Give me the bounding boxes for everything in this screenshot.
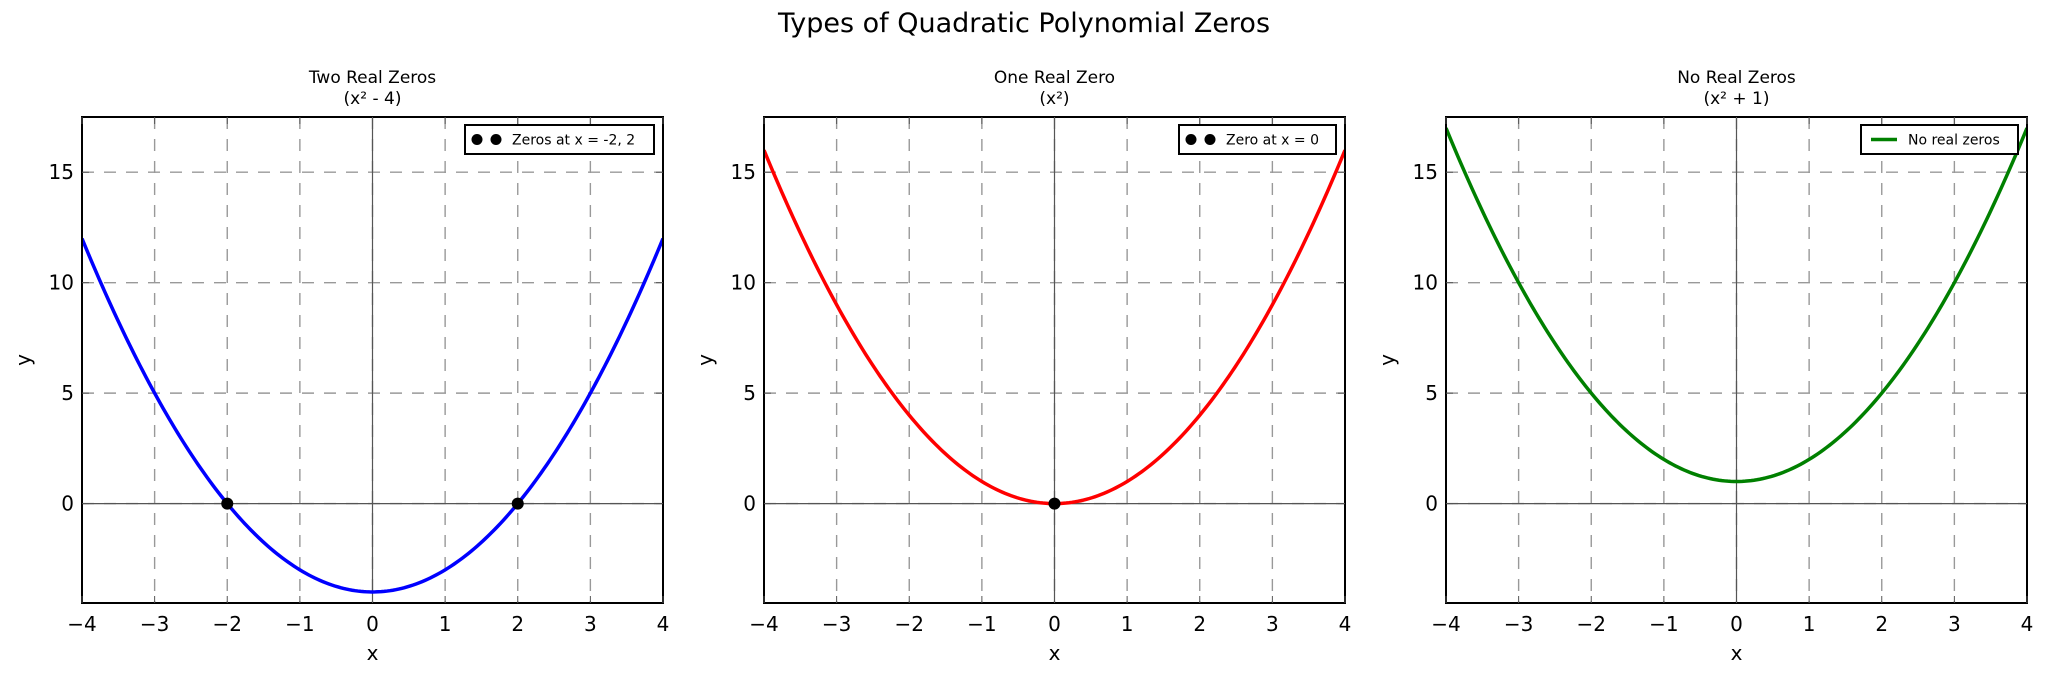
x-tick-label: 2: [511, 612, 524, 636]
x-tick-label: 4: [1339, 612, 1352, 636]
x-tick-label: 1: [439, 612, 452, 636]
x-tick-label: −4: [749, 612, 778, 636]
y-axis-ticks: 0 5 10 15: [1413, 160, 2027, 516]
y-axis-label: y: [1375, 354, 1399, 366]
x-tick-label: −4: [1431, 612, 1460, 636]
x-tick-label: −3: [822, 612, 851, 636]
x-tick-label: −1: [285, 612, 314, 636]
x-axis-ticks: −4 −3 −2 −1 0 1 2 3 4: [67, 117, 669, 636]
x-tick-label: −2: [895, 612, 924, 636]
subplot-3: −4 −3 −2 −1 0 1 2 3 4 0 5 10 15 x y No real zeros: [1375, 116, 2033, 665]
x-tick-label: 4: [2021, 612, 2034, 636]
subplot-2-title: One Real Zero: [993, 68, 1116, 88]
y-axis-label: y: [693, 354, 717, 366]
subplot-3-title-block: No Real Zeros (x² + 1): [1446, 68, 2027, 110]
x-tick-label: −2: [213, 612, 242, 636]
x-tick-label: 3: [1266, 612, 1279, 636]
y-tick-label: 15: [731, 160, 756, 184]
y-axis-ticks: 0 5 10 15: [731, 160, 1345, 516]
legend: Zeros at x = -2, 2: [464, 124, 655, 155]
legend-label: Zero at x = 0: [1226, 133, 1319, 149]
x-tick-label: −1: [967, 612, 996, 636]
x-tick-label: 1: [1803, 612, 1816, 636]
x-tick-label: 2: [1193, 612, 1206, 636]
x-tick-label: 1: [1121, 612, 1134, 636]
x-tick-label: 3: [1948, 612, 1961, 636]
y-tick-label: 0: [1425, 492, 1438, 516]
y-tick-label: 10: [1413, 271, 1438, 295]
y-axis-ticks: 0 5 10 15: [49, 160, 663, 516]
subplot-3-subtitle: (x² + 1): [1703, 89, 1770, 109]
x-axis-label: x: [1049, 641, 1061, 665]
y-axis-label: y: [11, 354, 35, 366]
legend: Zero at x = 0: [1178, 124, 1337, 155]
x-axis-ticks: −4 −3 −2 −1 0 1 2 3 4: [1431, 117, 2033, 636]
x-tick-label: 0: [1730, 612, 1743, 636]
curve-line: [82, 237, 663, 594]
legend-dot-icon: [490, 134, 502, 145]
zero-point-marker: [511, 497, 524, 510]
legend-label: Zeros at x = -2, 2: [512, 133, 635, 149]
y-tick-label: 0: [61, 492, 74, 516]
subplot-3-title: No Real Zeros: [1677, 68, 1796, 88]
x-tick-label: 3: [584, 612, 597, 636]
y-tick-label: 5: [61, 381, 74, 405]
figure-title: Types of Quadratic Polynomial Zeros: [777, 8, 1271, 39]
y-tick-label: 5: [743, 381, 756, 405]
zero-point-marker: [1048, 497, 1061, 510]
legend: No real zeros: [1860, 124, 2019, 155]
legend-dot-icon: [1204, 134, 1216, 145]
x-tick-label: −1: [1649, 612, 1678, 636]
legend-dot-icon: [471, 134, 483, 145]
legend-dot-icon: [1185, 134, 1197, 145]
x-tick-label: −3: [140, 612, 169, 636]
subplot-2-title-block: One Real Zero (x²): [764, 68, 1345, 110]
subplot-1: −4 −3 −2 −1 0 1 2 3 4 0 5 10 15 x y Zeros at x = -2, 2: [11, 116, 669, 665]
y-tick-label: 15: [1413, 160, 1438, 184]
x-tick-label: −3: [1504, 612, 1533, 636]
y-tick-label: 15: [49, 160, 74, 184]
x-tick-label: 2: [1875, 612, 1888, 636]
x-axis-label: x: [1731, 641, 1743, 665]
y-tick-label: 0: [743, 492, 756, 516]
subplot-1-title-block: Two Real Zeros (x² - 4): [82, 68, 663, 110]
x-tick-label: −4: [67, 612, 96, 636]
subplot-1-subtitle: (x² - 4): [343, 89, 402, 109]
subplot-1-title: Two Real Zeros: [308, 68, 437, 88]
subplot-2: −4 −3 −2 −1 0 1 2 3 4 0 5 10 15 x y Zero at x = 0: [693, 116, 1351, 665]
y-tick-label: 10: [731, 271, 756, 295]
legend-box: [1178, 124, 1337, 155]
x-tick-label: −2: [1577, 612, 1606, 636]
x-tick-label: 4: [657, 612, 670, 636]
y-tick-label: 5: [1425, 381, 1438, 405]
x-axis-label: x: [367, 641, 379, 665]
x-axis-ticks: −4 −3 −2 −1 0 1 2 3 4: [749, 117, 1351, 636]
zero-point-marker: [221, 497, 234, 510]
legend-label: No real zeros: [1908, 133, 2000, 149]
y-tick-label: 10: [49, 271, 74, 295]
subplot-2-subtitle: (x²): [1039, 89, 1070, 109]
curve-line: [1446, 127, 2027, 484]
x-tick-label: 0: [366, 612, 379, 636]
x-tick-label: 0: [1048, 612, 1061, 636]
